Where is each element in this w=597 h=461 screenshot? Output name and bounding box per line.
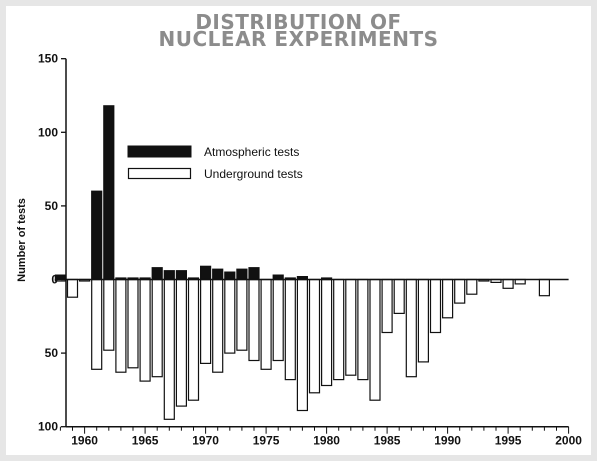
underground-bar-1991 (454, 278, 466, 304)
underground-bar-1965 (139, 278, 151, 382)
legend-swatch-underground (127, 167, 192, 180)
underground-bar-1978 (296, 278, 308, 412)
atmospheric-bar-1962 (103, 105, 115, 281)
underground-bar-1982 (345, 278, 357, 376)
underground-bar-1959 (66, 278, 79, 298)
underground-bar-1970 (200, 278, 212, 365)
underground-bar-1971 (212, 278, 224, 373)
underground-bar-1986 (393, 278, 405, 315)
underground-bar-1963 (115, 278, 127, 373)
legend-label-underground: Underground tests (204, 167, 303, 181)
underground-bar-1969 (187, 278, 200, 401)
underground-bar-1981 (333, 278, 345, 381)
y-tick-label: 50 (45, 199, 59, 213)
x-tick-label: 2000 (555, 434, 582, 448)
underground-bar-1990 (442, 278, 454, 319)
underground-bar-1985 (381, 278, 393, 334)
atmospheric-bars (54, 105, 333, 281)
atmospheric-bar-1967 (163, 270, 175, 281)
legend-swatch-atmospheric (127, 145, 192, 158)
underground-bar-1968 (175, 278, 187, 407)
y-tick-label: 100 (38, 420, 58, 434)
y-axis-label: Number of tests (16, 198, 28, 282)
underground-bar-1962 (103, 278, 115, 351)
x-tick-label: 1995 (495, 434, 522, 448)
underground-bar-1998 (538, 278, 551, 297)
legend-label-atmospheric: Atmospheric tests (204, 145, 299, 159)
underground-bar-1976 (272, 278, 284, 362)
atmospheric-bar-1968 (175, 270, 187, 281)
underground-bar-1992 (466, 278, 478, 295)
y-tick-label: 50 (45, 346, 59, 360)
underground-bar-1961 (91, 278, 103, 370)
atmospheric-bar-1974 (248, 267, 260, 281)
x-tick-label: 1980 (313, 434, 340, 448)
legend: Atmospheric tests Underground tests (127, 145, 303, 181)
underground-bar-1964 (127, 278, 139, 369)
x-tick-label: 1970 (192, 434, 219, 448)
underground-bar-1984 (369, 278, 381, 401)
atmospheric-bar-1971 (212, 268, 224, 281)
atmospheric-bar-1970 (200, 265, 212, 281)
underground-bar-1980 (321, 278, 333, 387)
x-tick-label: 1965 (132, 434, 159, 448)
underground-bar-1977 (284, 278, 296, 381)
y-tick-label: 100 (38, 125, 58, 139)
underground-bar-1974 (248, 278, 260, 362)
underground-bar-1988 (417, 278, 429, 363)
axes: 150 100 50 0 50 100 1960 1965 1970 1975 1980 1985 19… (38, 52, 582, 448)
underground-bar-1972 (224, 278, 236, 354)
atmospheric-bar-1961 (91, 190, 103, 281)
y-tick-label: 0 (51, 273, 58, 287)
x-tick-label: 1960 (71, 434, 98, 448)
underground-bar-1995 (502, 278, 514, 289)
atmospheric-bar-1973 (236, 268, 248, 281)
x-tick-label: 1985 (374, 434, 401, 448)
underground-bar-1989 (429, 278, 442, 334)
chart-title: DISTRIBUTION OF NUCLEAR EXPERIMENTS (0, 10, 597, 51)
atmospheric-bar-1966 (151, 267, 163, 281)
atmospheric-bar-1972 (224, 271, 236, 281)
underground-bar-1967 (163, 278, 175, 420)
underground-bar-1987 (405, 278, 417, 378)
underground-bar-1973 (236, 278, 248, 351)
underground-bars (54, 278, 551, 420)
x-tick-label: 1975 (253, 434, 280, 448)
chart-title-line-1: DISTRIBUTION OF (195, 10, 402, 34)
underground-bar-1979 (308, 278, 321, 394)
chart-title-line-2: NUCLEAR EXPERIMENTS (158, 27, 439, 51)
y-tick-label: 150 (38, 52, 58, 66)
underground-bar-1975 (260, 278, 272, 370)
x-tick-label: 1990 (434, 434, 461, 448)
underground-bar-1983 (357, 278, 369, 381)
underground-bar-1966 (151, 278, 163, 378)
